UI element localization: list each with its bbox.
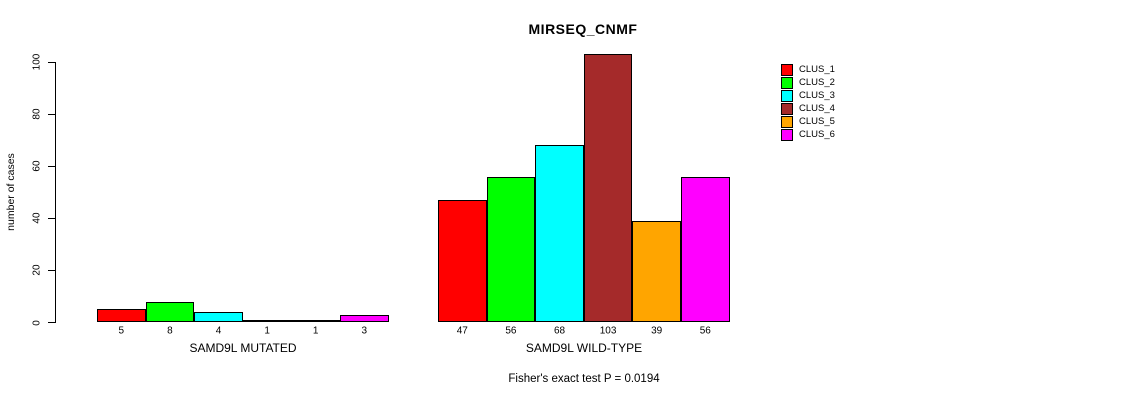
legend-label: CLUS_6 bbox=[799, 129, 835, 140]
legend-swatch-clus_4 bbox=[781, 102, 793, 115]
legend-swatch-clus_5 bbox=[781, 115, 793, 128]
bar-clus_2-group1 bbox=[145, 301, 195, 323]
legend-item-clus_6: CLUS_6 bbox=[781, 128, 835, 141]
bar-value-label: 56 bbox=[505, 325, 517, 337]
y-axis-tick-label: 80 bbox=[31, 108, 43, 120]
legend-item-clus_4: CLUS_4 bbox=[781, 102, 835, 115]
bar-clus_5-group1 bbox=[291, 319, 340, 323]
y-axis-tick-label: 60 bbox=[31, 160, 43, 172]
y-axis-tick-label: 100 bbox=[31, 53, 43, 71]
legend-label: CLUS_1 bbox=[799, 64, 835, 75]
y-axis-title: number of cases bbox=[5, 153, 17, 231]
legend-label: CLUS_3 bbox=[799, 90, 835, 101]
fisher-test-annotation: Fisher's exact test P = 0.0194 bbox=[508, 373, 660, 385]
y-axis-line bbox=[55, 62, 56, 323]
bar-value-label: 47 bbox=[456, 325, 468, 337]
y-axis-tick bbox=[48, 269, 55, 271]
legend-swatch-clus_3 bbox=[781, 89, 793, 102]
y-axis-tick bbox=[48, 61, 55, 63]
x-group-label-wildtype: SAMD9L WILD-TYPE bbox=[525, 341, 643, 355]
bar-value-label: 5 bbox=[118, 325, 125, 337]
bar-clus_6-group1 bbox=[340, 314, 389, 323]
legend-swatch-clus_6 bbox=[781, 128, 793, 141]
legend-label: CLUS_5 bbox=[799, 116, 835, 127]
legend-item-clus_2: CLUS_2 bbox=[781, 76, 835, 89]
y-axis-tick-label: 40 bbox=[31, 212, 43, 224]
bar-value-label: 39 bbox=[651, 325, 663, 337]
bar-value-label: 103 bbox=[599, 325, 617, 337]
bar-clus_5-group2 bbox=[632, 220, 681, 323]
bar-value-label: 56 bbox=[699, 325, 711, 337]
bar-value-label: 1 bbox=[264, 325, 270, 337]
bar-value-label: 1 bbox=[312, 325, 319, 337]
legend-item-clus_1: CLUS_1 bbox=[781, 63, 835, 76]
legend-item-clus_5: CLUS_5 bbox=[781, 115, 835, 128]
legend-label: CLUS_2 bbox=[799, 77, 835, 88]
bar-clus_1-group2 bbox=[438, 200, 487, 323]
legend-label: CLUS_4 bbox=[799, 103, 835, 114]
bar-clus_3-group2 bbox=[535, 145, 584, 323]
legend-swatch-clus_2 bbox=[781, 76, 793, 89]
bar-clus_4-group1 bbox=[242, 319, 292, 323]
bar-value-label: 8 bbox=[167, 325, 173, 337]
bar-clus_2-group2 bbox=[486, 176, 536, 323]
chart-title: MIRSEQ_CNMF bbox=[528, 21, 638, 37]
legend-item-clus_3: CLUS_3 bbox=[781, 89, 835, 102]
bar-clus_1-group1 bbox=[97, 309, 146, 323]
x-group-label-mutated: SAMD9L MUTATED bbox=[189, 341, 297, 355]
bar-value-label: 4 bbox=[215, 325, 222, 337]
y-axis-tick bbox=[48, 113, 55, 115]
y-axis-tick-label: 20 bbox=[31, 264, 43, 276]
legend: CLUS_1 CLUS_2 CLUS_3 CLUS_4 CLUS_5 CLUS_6 bbox=[781, 63, 835, 141]
legend-swatch-clus_1 bbox=[781, 63, 793, 76]
y-axis-tick bbox=[48, 165, 55, 167]
bar-clus_6-group2 bbox=[681, 176, 730, 323]
bar-clus_3-group1 bbox=[194, 312, 243, 323]
bar-value-label: 68 bbox=[553, 325, 566, 337]
bar-value-label: 3 bbox=[361, 325, 368, 337]
bar-clus_4-group2 bbox=[583, 54, 633, 323]
y-axis-tick bbox=[48, 322, 55, 323]
y-axis-tick bbox=[48, 217, 55, 219]
y-axis-tick-label: 0 bbox=[31, 319, 43, 326]
